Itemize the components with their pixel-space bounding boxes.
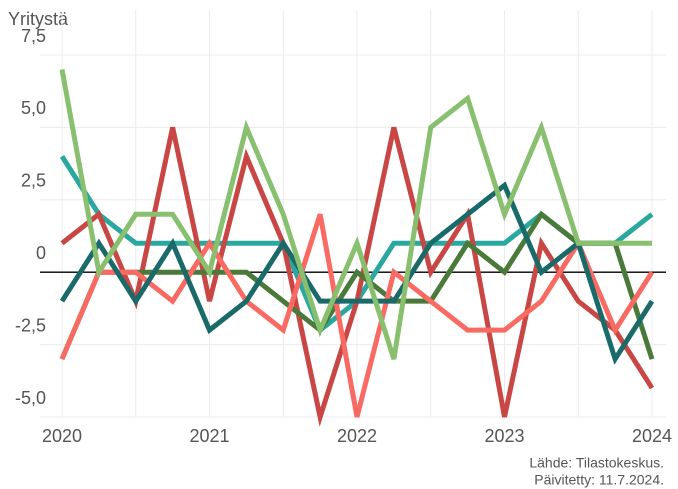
series-line [59,213,655,418]
y-axis-label: Yritystä [8,9,69,29]
updated: Päivitetty: 11.7.2024. [534,472,664,488]
y-tick-label: 0 [36,243,46,263]
y-tick-label: 7,5 [21,26,46,46]
y-tick-label: -5,0 [15,388,46,408]
x-tick-label: 2023 [484,426,524,446]
source: Lähde: Tilastokeskus. [529,455,664,471]
y-tick-label: 2,5 [21,171,46,191]
y-tick-label: 5,0 [21,98,46,118]
series-line [59,210,655,361]
x-tick-label: 2022 [337,426,377,446]
y-tick-label: -2,5 [15,315,46,335]
series-line [59,69,652,360]
x-tick-label: 2024 [632,426,672,446]
series-line [59,181,655,365]
x-tick-label: 2021 [189,426,229,446]
x-tick-label: 2020 [42,426,82,446]
